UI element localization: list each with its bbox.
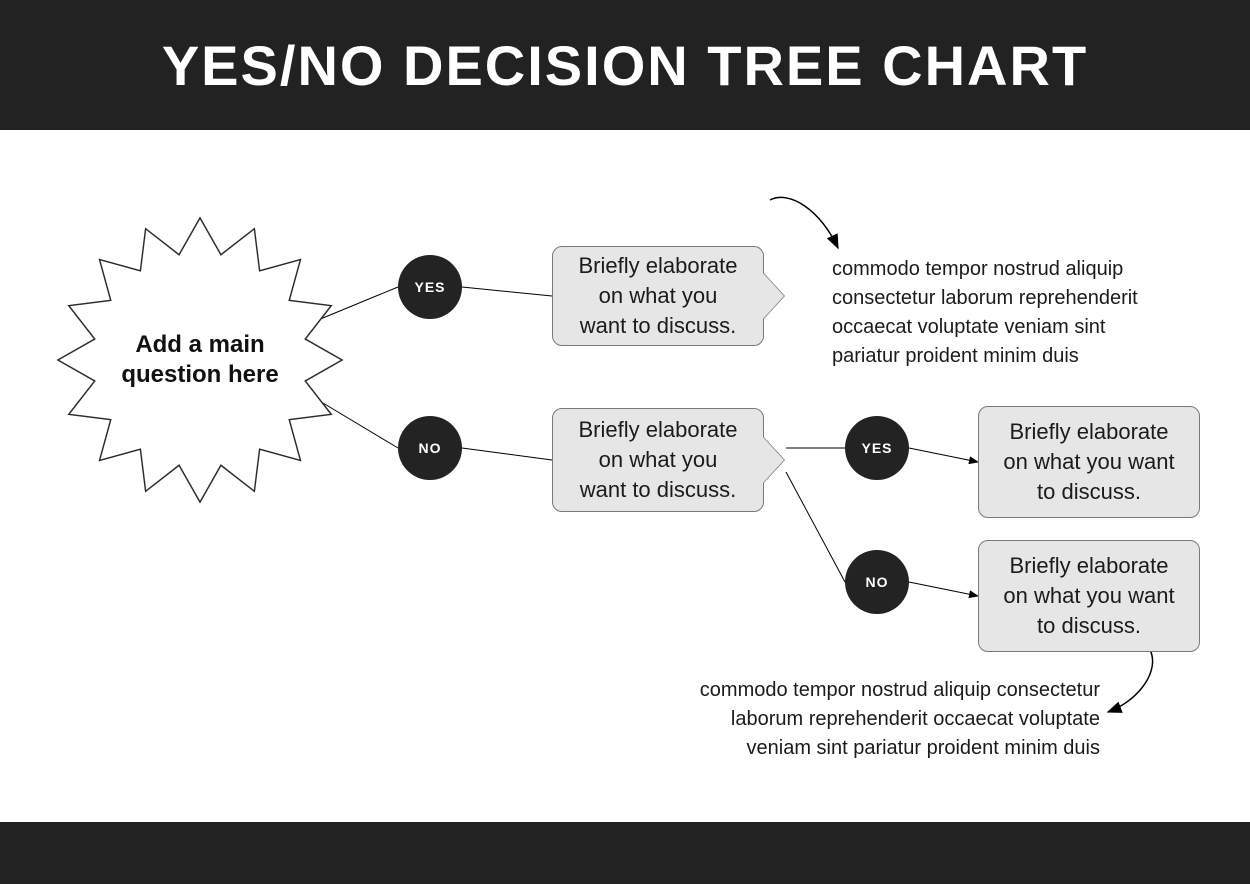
elaborate-text: Briefly elaborate on what you want to di… [575, 251, 741, 340]
elaborate-box-2: Briefly elaborate on what you want to di… [552, 408, 764, 512]
root-question-label: Add a main question here [55, 215, 345, 505]
header-bar: YES/NO DECISION TREE CHART [0, 0, 1250, 130]
page-title: YES/NO DECISION TREE CHART [162, 33, 1088, 98]
decision-no-2: NO [845, 550, 909, 614]
decision-no-1: NO [398, 416, 462, 480]
elaborate-text: Briefly elaborate on what you want to di… [575, 415, 741, 504]
annotation-2: commodo tempor nostrud aliquip consectet… [680, 676, 1100, 763]
elaborate-text: Briefly elaborate on what you want to di… [1001, 551, 1177, 640]
decision-yes-2: YES [845, 416, 909, 480]
footer-bar [0, 822, 1250, 884]
annotation-text: commodo tempor nostrud aliquip consectet… [832, 258, 1138, 367]
page: YES/NO DECISION TREE CHART Add a main qu… [0, 0, 1250, 884]
elaborate-box-4: Briefly elaborate on what you want to di… [978, 540, 1200, 652]
annotation-1: commodo tempor nostrud aliquip consectet… [832, 255, 1172, 371]
decision-label: NO [866, 574, 889, 590]
elaborate-box-1: Briefly elaborate on what you want to di… [552, 246, 764, 346]
root-question-node: Add a main question here [55, 215, 345, 505]
decision-yes-1: YES [398, 255, 462, 319]
decision-label: YES [861, 440, 892, 456]
elaborate-box-3: Briefly elaborate on what you want to di… [978, 406, 1200, 518]
annotation-text: commodo tempor nostrud aliquip consectet… [700, 679, 1100, 759]
elaborate-text: Briefly elaborate on what you want to di… [1001, 417, 1177, 506]
decision-label: NO [419, 440, 442, 456]
decision-label: YES [414, 279, 445, 295]
